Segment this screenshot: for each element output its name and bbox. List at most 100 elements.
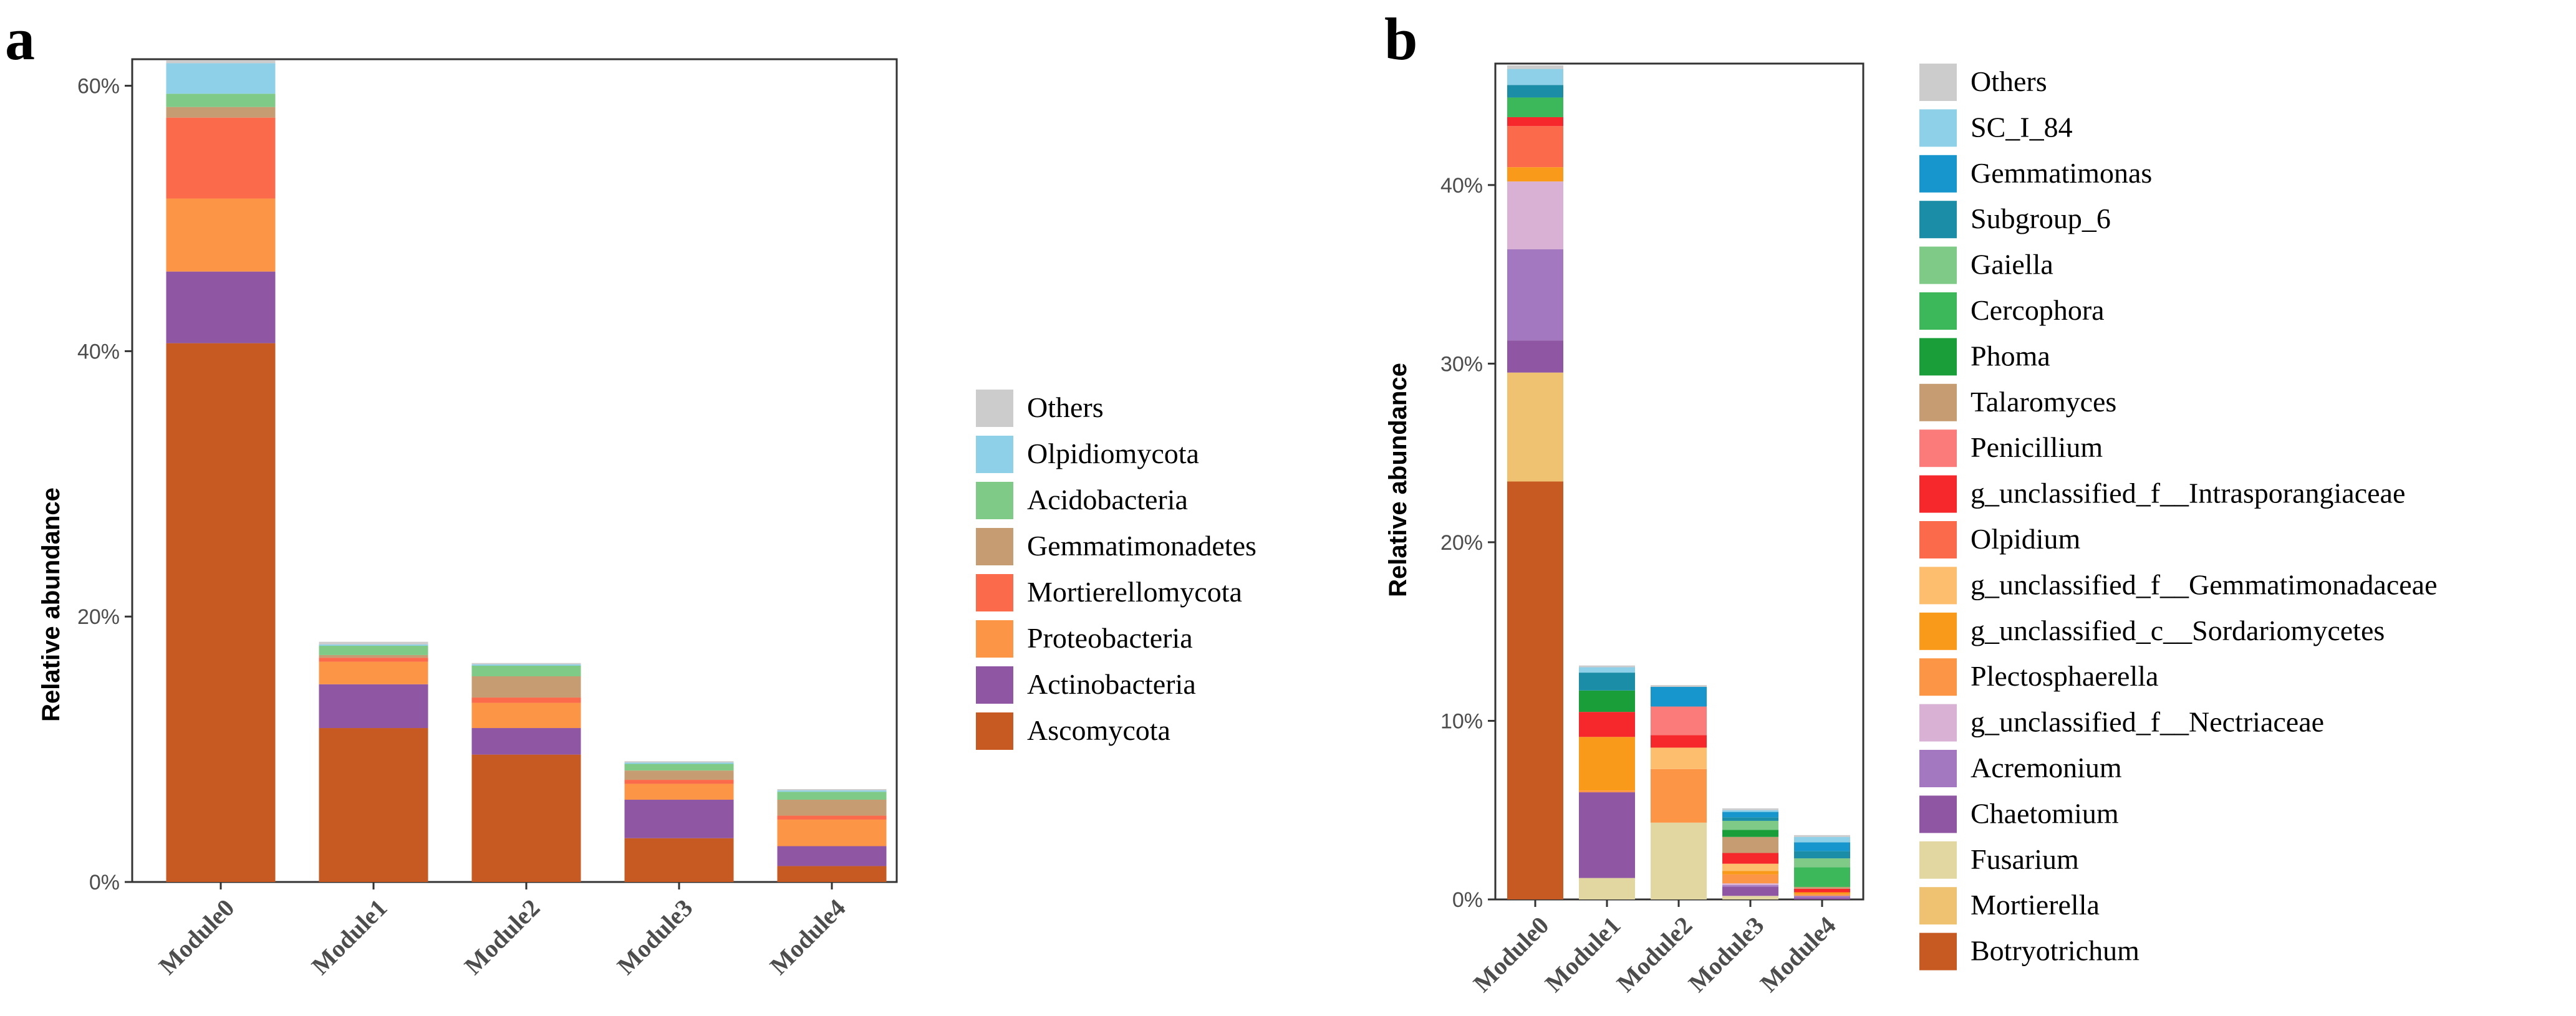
x-tick-label-module3: Module3 [612, 894, 698, 980]
legend-label: Penicillium [1971, 431, 2103, 463]
bar-segment-others-module2 [471, 663, 581, 664]
bar-segment-penicillium-module2 [1651, 706, 1707, 736]
legend-swatch [1919, 795, 1957, 833]
bar-segment-g-unclassified-f-gemmatimonadaceae-module3 [1722, 863, 1778, 871]
legend-swatch [1919, 475, 1957, 513]
legend-label: Fusarium [1971, 843, 2079, 875]
legend-swatch [1919, 612, 1957, 650]
legend-swatch [976, 620, 1013, 658]
legend-label: g_unclassified_f__Nectriaceae [1971, 706, 2324, 738]
bar-segment-olpidiomycota-module2 [471, 664, 581, 666]
x-tick-label-module1: Module1 [1540, 911, 1626, 998]
bar-segment-gaiella-module4 [1794, 858, 1850, 868]
bar-segment-subgroup-6-module3 [1722, 817, 1778, 821]
bar-segment-others-module0 [166, 60, 276, 64]
legend-swatch [1919, 567, 1957, 605]
bar-segment-sc-i-84-module1 [1579, 667, 1635, 673]
y-axis-label-b: Relative abundance [1384, 363, 1412, 597]
bar-segment-phoma-module3 [1722, 830, 1778, 837]
legend-label: Botryotrichum [1971, 935, 2139, 967]
chart-panel-b: b Relative abundance 0% 10% 20% 30% 40% Modul… [1384, 6, 2438, 997]
bar-segment-others-module1 [319, 641, 428, 645]
legend-label: Mortierellomycota [1027, 576, 1242, 608]
bar-segment-others-module4 [777, 788, 887, 791]
chart-panel-a: a Relative abundance 0% 20% 40% 60% Module0 M… [5, 6, 1257, 980]
legend-label: Acidobacteria [1027, 484, 1188, 515]
x-tick-label-module0: Module0 [1468, 911, 1555, 998]
legend-label: Subgroup_6 [1971, 203, 2111, 234]
bar-segment-proteobacteria-module1 [319, 661, 428, 684]
bar-segment-actinobacteria-module0 [166, 271, 276, 343]
x-tick-label-module1: Module1 [306, 894, 393, 980]
bar-segment-sc-i-84-module4 [1794, 836, 1850, 843]
bar-segment-plectosphaerella-module1 [1579, 790, 1635, 793]
legend-label: g_unclassified_f__Intrasporangiaceae [1971, 477, 2405, 509]
legend-swatch [1919, 887, 1957, 925]
bar-segment-acidobacteria-module3 [624, 764, 734, 771]
bar-segment-g-unclassified-f-intrasporangiaceae-module0 [1507, 117, 1563, 127]
legend-label: Plectosphaerella [1971, 660, 2158, 692]
bar-segment-plectosphaerella-module3 [1722, 874, 1778, 884]
bar-segment-others-module3 [1722, 808, 1778, 810]
bar-segment-proteobacteria-module2 [471, 702, 581, 729]
bar-segment-olpidiomycota-module4 [777, 790, 887, 792]
bar-segment-gemmatimonadetes-module0 [166, 107, 276, 118]
bar-segment-acidobacteria-module4 [777, 792, 887, 800]
bar-segment-mortierellomycota-module0 [166, 117, 276, 199]
bar-segment-talaromyces-module4 [1794, 886, 1850, 889]
bar-segment-ascomycota-module3 [624, 838, 734, 882]
bar-segment-fusarium-module2 [1651, 822, 1707, 899]
legend-swatch [1919, 292, 1957, 330]
legend-a: Others Olpidiomycota Acidobacteria Gemmatim… [976, 390, 1257, 750]
legend-swatch [976, 666, 1013, 704]
legend-label: Phoma [1971, 340, 2050, 371]
bar-segment-g-unclassified-f-nectriaceae-module0 [1507, 181, 1563, 249]
legend-label: Others [1971, 65, 2047, 97]
legend-swatch [1919, 521, 1957, 558]
bar-segment-others-module0 [1507, 65, 1563, 69]
legend-swatch [1919, 109, 1957, 147]
legend-label: Actinobacteria [1027, 668, 1196, 700]
legend-swatch [1919, 246, 1957, 284]
legend-swatch [1919, 841, 1957, 879]
legend-swatch [976, 390, 1013, 427]
legend-label: SC_I_84 [1971, 111, 2073, 143]
bar-segment-gaiella-module3 [1722, 820, 1778, 830]
legend-label: Chaetomium [1971, 797, 2119, 829]
bar-segment-proteobacteria-module0 [166, 198, 276, 272]
legend-swatch [976, 482, 1013, 519]
x-tick-label-module2: Module2 [459, 894, 546, 980]
bar-segment-plectosphaerella-module2 [1651, 769, 1707, 823]
legend-swatch [1919, 383, 1957, 421]
bar-segment-acidobacteria-module1 [319, 646, 428, 655]
bar-segment-subgroup-6-module1 [1579, 673, 1635, 691]
bar-segment-phoma-module1 [1579, 690, 1635, 712]
bar-segment-g-unclassified-f-intrasporangiaceae-module1 [1579, 712, 1635, 737]
legend-swatch [1919, 64, 1957, 101]
bar-segment-others-module2 [1651, 685, 1707, 688]
bar-segment-olpidium-module0 [1507, 126, 1563, 168]
bar-segment-gemmatimonadetes-module2 [471, 676, 581, 698]
legend-swatch [1919, 704, 1957, 742]
legend-swatch [1919, 750, 1957, 787]
bar-segment-gemmatimonas-module3 [1722, 812, 1778, 818]
bar-segment-ascomycota-module2 [471, 754, 581, 882]
x-tick-label-module0: Module0 [153, 894, 240, 980]
bar-segment-acidobacteria-module2 [471, 665, 581, 676]
x-tick-label-module2: Module2 [1611, 911, 1698, 998]
bar-segment-proteobacteria-module4 [777, 819, 887, 846]
bar-segment-plectosphaerella-module4 [1794, 894, 1850, 896]
y-tick-label-b: 20% [1440, 531, 1483, 555]
bar-segment-others-module4 [1794, 835, 1850, 837]
y-tick-label-a: 40% [77, 340, 120, 363]
y-tick-label-a: 60% [77, 75, 120, 98]
legend-label: Gemmatimonadetes [1027, 530, 1257, 562]
bar-segment-olpidiomycota-module0 [166, 63, 276, 94]
legend-label: Olpidium [1971, 523, 2081, 555]
bar-segment-acremonium-module4 [1794, 896, 1850, 898]
legend-label: Olpidiomycota [1027, 438, 1199, 469]
legend-swatch [1919, 201, 1957, 239]
bar-segment-mortierellomycota-module4 [777, 815, 887, 820]
bar-segment-g-unclassified-f-gemmatimonadaceae-module2 [1651, 747, 1707, 769]
